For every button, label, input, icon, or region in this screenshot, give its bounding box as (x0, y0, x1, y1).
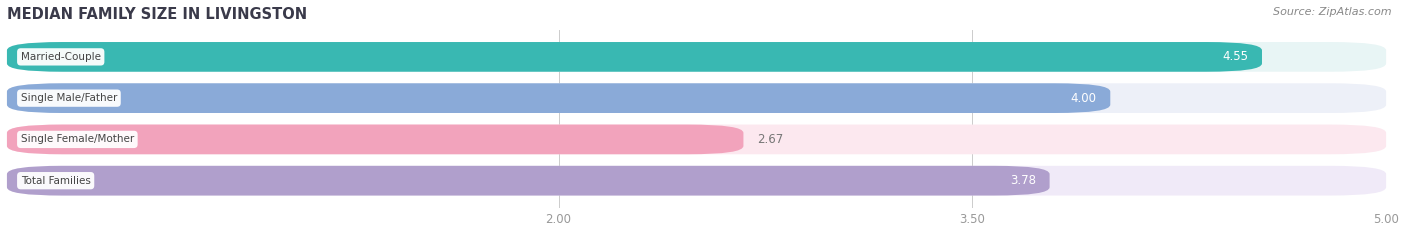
Text: 4.55: 4.55 (1222, 50, 1249, 63)
FancyBboxPatch shape (7, 166, 1386, 195)
Text: Married-Couple: Married-Couple (21, 52, 101, 62)
FancyBboxPatch shape (7, 83, 1111, 113)
Text: 3.78: 3.78 (1010, 174, 1036, 187)
Text: Total Families: Total Families (21, 176, 90, 186)
Text: Single Female/Mother: Single Female/Mother (21, 134, 134, 144)
FancyBboxPatch shape (7, 125, 744, 154)
FancyBboxPatch shape (7, 83, 1386, 113)
Text: Source: ZipAtlas.com: Source: ZipAtlas.com (1274, 7, 1392, 17)
FancyBboxPatch shape (7, 125, 1386, 154)
FancyBboxPatch shape (7, 42, 1263, 72)
Text: 4.00: 4.00 (1070, 92, 1097, 105)
FancyBboxPatch shape (7, 166, 1050, 195)
Text: MEDIAN FAMILY SIZE IN LIVINGSTON: MEDIAN FAMILY SIZE IN LIVINGSTON (7, 7, 307, 22)
Text: Single Male/Father: Single Male/Father (21, 93, 117, 103)
Text: 2.67: 2.67 (758, 133, 783, 146)
FancyBboxPatch shape (7, 42, 1386, 72)
